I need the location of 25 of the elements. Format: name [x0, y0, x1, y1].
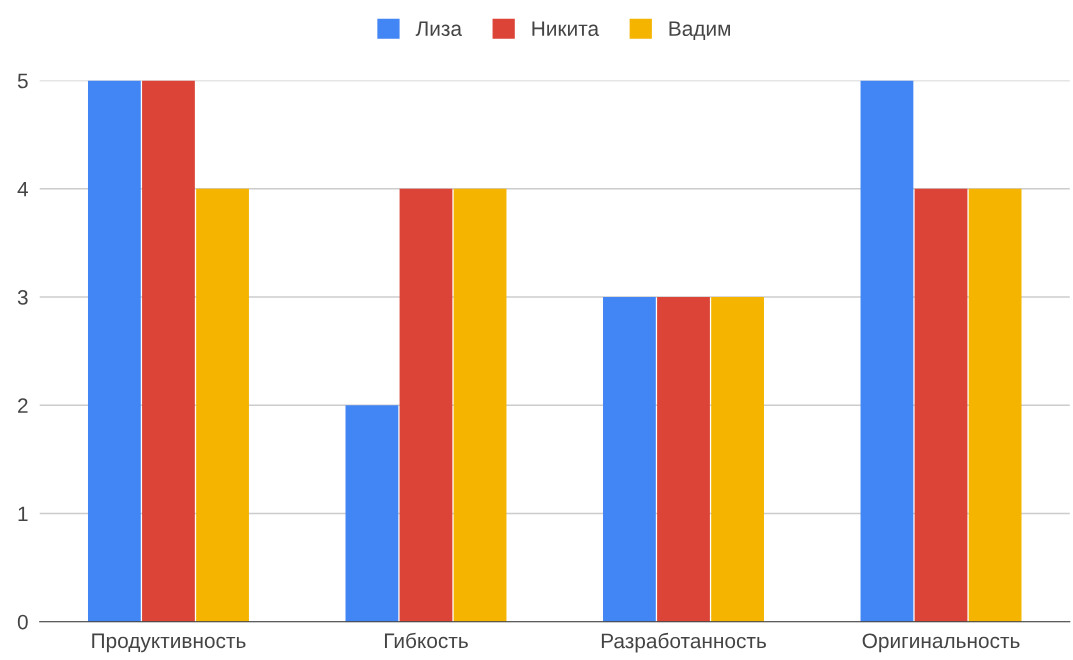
- bar: [196, 188, 249, 622]
- bar: [142, 80, 195, 622]
- bar: [87, 80, 141, 622]
- y-tick-label: 4: [17, 181, 28, 197]
- legend-label: Вадим: [669, 21, 730, 40]
- bar: [968, 188, 1022, 622]
- legend-label: Никита: [532, 21, 600, 36]
- y-tick-label: 3: [17, 290, 28, 305]
- y-tick-label: 0: [17, 614, 28, 630]
- bar: [345, 405, 399, 622]
- bar: [399, 188, 453, 622]
- y-tick-label: 5: [17, 73, 28, 89]
- bar: [860, 80, 914, 622]
- bar: [711, 297, 764, 622]
- bar: [914, 188, 968, 622]
- x-tick-label: Продуктивность: [92, 633, 246, 653]
- x-tick-label: Разработанность: [601, 632, 766, 653]
- bar: [453, 188, 507, 622]
- y-tick-label: 1: [18, 506, 28, 522]
- bar: [657, 297, 710, 622]
- x-tick-label: Оригинальность: [862, 633, 1020, 653]
- legend-label: Лиза: [415, 21, 462, 36]
- x-tick-label: Гибкость: [384, 632, 468, 649]
- bar: [603, 297, 656, 622]
- y-tick-label: 2: [18, 398, 28, 413]
